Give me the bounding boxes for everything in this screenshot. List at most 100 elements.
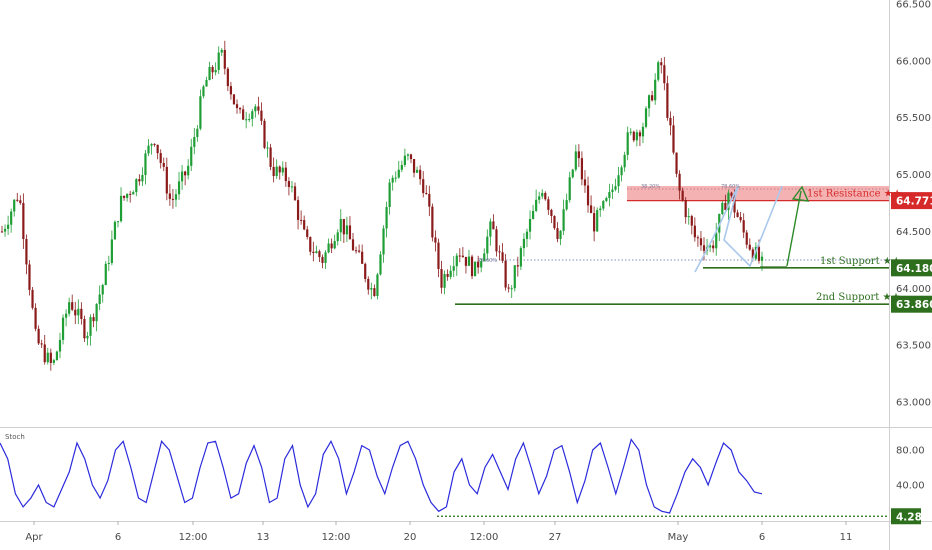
candle (745, 229, 748, 249)
candle (336, 229, 339, 246)
level-price-text: 64.180 (896, 263, 932, 275)
candle (113, 220, 117, 240)
candle (620, 165, 623, 182)
candle (379, 251, 382, 276)
candle (644, 106, 648, 129)
time-tick-label: May (668, 532, 689, 543)
candle (721, 201, 724, 216)
price-tick-label: 63.000 (896, 398, 931, 409)
stoch-line (0, 438, 763, 514)
candle (293, 182, 297, 201)
candle (156, 144, 159, 160)
level-price-text: 63.860 (896, 299, 932, 311)
candle (470, 254, 474, 280)
candle (696, 235, 700, 247)
candle (364, 262, 367, 283)
candle (196, 124, 199, 142)
candle (260, 102, 263, 126)
level-label: 1st Resistance ★★ (807, 189, 902, 200)
resistance-zone (627, 186, 889, 201)
candle (583, 170, 587, 193)
time-tick-label: 12:00 (470, 532, 499, 543)
candle (464, 256, 468, 274)
time-tick-label: 6 (115, 532, 121, 543)
candle (397, 160, 400, 179)
annotations: 38.20% 78.60% 78.60% (478, 184, 810, 273)
candle (657, 60, 660, 82)
candle (330, 238, 333, 254)
time-axis[interactable]: Apr 6 12:00 13 12:00 20 12:00 27 May 6 11 (25, 521, 852, 543)
candle (266, 141, 269, 158)
candle (226, 67, 229, 92)
candle (553, 215, 556, 230)
time-tick-label: 11 (840, 532, 853, 543)
candle (71, 294, 74, 312)
candle (174, 189, 178, 207)
candle (489, 218, 492, 246)
stoch-pane (0, 428, 889, 521)
candle (162, 157, 165, 172)
candle (416, 166, 419, 174)
candle (315, 245, 318, 254)
candle (391, 175, 394, 191)
candle (122, 195, 126, 201)
candle (434, 230, 437, 252)
candle (345, 216, 348, 243)
candle (684, 197, 687, 224)
candle (290, 180, 294, 193)
candle (660, 58, 663, 74)
candle (31, 287, 34, 310)
level-price-badge: 64.180 (891, 259, 932, 277)
candle (519, 245, 522, 271)
candle (64, 309, 68, 327)
candle (712, 240, 715, 253)
level-support-2: 2nd Support ★★63.860 (455, 292, 932, 313)
candle (193, 127, 196, 155)
candle (736, 209, 739, 218)
fib-label: 38.20% (641, 184, 660, 190)
candle (153, 143, 156, 147)
candle (641, 122, 645, 144)
candle (205, 76, 208, 87)
candle (95, 303, 98, 332)
candle (254, 104, 257, 118)
price-tick-label: 65.500 (896, 113, 931, 124)
candle (690, 214, 693, 235)
price-axis[interactable]: 66.500 66.000 65.500 65.000 64.500 64.000 63.5… (896, 0, 931, 492)
candle (373, 284, 376, 297)
candle (214, 62, 217, 76)
candle (681, 187, 684, 202)
candle (483, 248, 486, 262)
candle (742, 213, 745, 239)
candle (654, 73, 657, 105)
candle (211, 65, 214, 79)
candle (0, 225, 4, 233)
candle (263, 118, 266, 150)
candle (446, 269, 449, 281)
candle (367, 276, 370, 295)
candle (599, 205, 602, 217)
candle (559, 229, 562, 246)
candle (510, 285, 513, 299)
candle (10, 208, 13, 233)
candle (342, 218, 345, 243)
candle (223, 40, 226, 75)
candle (257, 96, 260, 115)
candle (159, 149, 162, 169)
candle (177, 171, 181, 200)
candle (699, 231, 703, 251)
candle (43, 334, 46, 365)
candle (739, 212, 742, 223)
stoch-tick-label: 80.00 (896, 446, 925, 457)
candle (394, 171, 397, 183)
candle (296, 196, 300, 230)
candle (135, 178, 138, 197)
candle (126, 193, 129, 202)
candle (672, 115, 675, 155)
candle (525, 228, 529, 248)
candle (501, 243, 504, 264)
candle (116, 220, 120, 228)
candle (275, 159, 278, 179)
candle (547, 196, 550, 215)
